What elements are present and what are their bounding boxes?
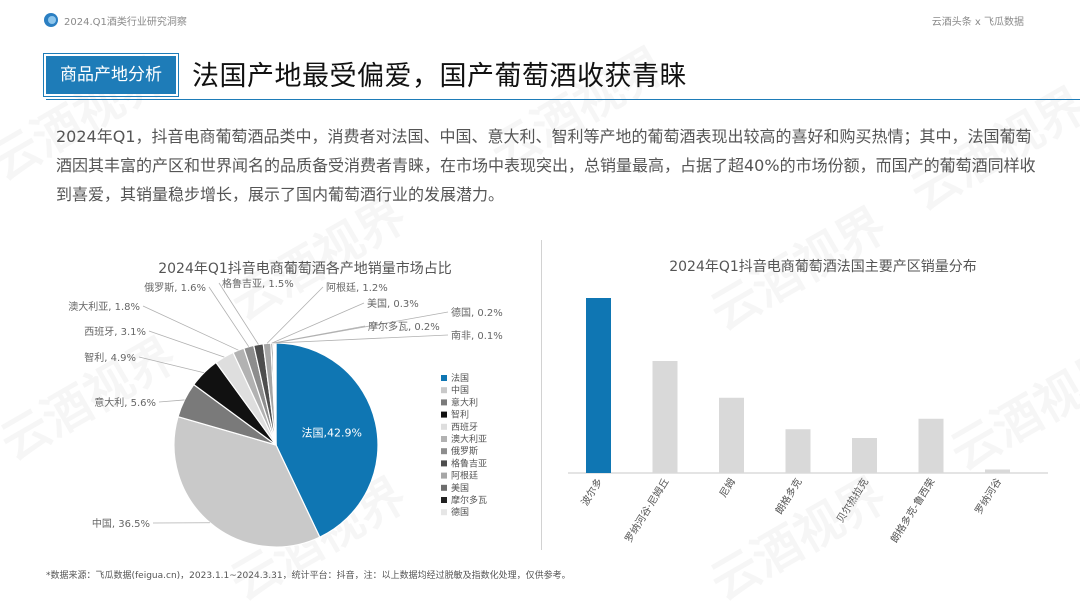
bar-category-label: 波尔多 bbox=[578, 476, 605, 508]
legend-label: 摩尔多瓦 bbox=[451, 494, 487, 506]
legend-swatch bbox=[441, 387, 447, 394]
legend-swatch bbox=[441, 436, 447, 442]
pie-data-label: 澳大利亚, 1.8% bbox=[68, 300, 140, 313]
bar-chart-title: 2024年Q1抖音电商葡萄酒法国主要产区销量分布 bbox=[669, 258, 977, 275]
pie-data-label: 阿根廷, 1.2% bbox=[326, 281, 388, 294]
pie-data-label: 意大利, 5.6% bbox=[94, 396, 156, 409]
pie-data-label: 法国,42.9% bbox=[301, 425, 361, 439]
section-tag: 商品产地分析 bbox=[43, 53, 179, 97]
pie-data-label: 美国, 0.3% bbox=[367, 297, 419, 310]
pie-leader-line bbox=[274, 311, 449, 344]
legend-label: 澳大利亚 bbox=[451, 433, 487, 445]
pie-leader-line bbox=[275, 334, 449, 344]
legend-swatch bbox=[441, 375, 447, 381]
pie-leader-line bbox=[271, 302, 365, 344]
legend-label: 德国 bbox=[451, 506, 469, 518]
pie-leader-line bbox=[266, 286, 324, 344]
top-bar: 2024.Q1酒类行业研究洞察 云酒头条 x 飞瓜数据 bbox=[0, 0, 1080, 38]
bar-category-label: 贝尔热拉克 bbox=[834, 476, 872, 525]
pie-data-label: 南非, 0.1% bbox=[451, 329, 503, 342]
title-divider bbox=[46, 99, 1080, 100]
bar-朗格多克-鲁西荣 bbox=[918, 418, 944, 473]
bar-波尔多 bbox=[586, 298, 611, 473]
legend-swatch bbox=[441, 484, 447, 491]
pie-data-label: 中国, 36.5% bbox=[92, 517, 150, 530]
page-title: 法国产地最受偏爱，国产葡萄酒收获青睐 bbox=[192, 61, 687, 92]
brand-logo-icon bbox=[44, 13, 58, 27]
pie-slice-法国 bbox=[275, 342, 379, 538]
legend-label: 阿根廷 bbox=[451, 470, 478, 482]
pie-leader-line bbox=[138, 356, 205, 374]
partner-text: 云酒头条 x 飞瓜数据 bbox=[931, 17, 1024, 28]
legend-label: 美国 bbox=[451, 482, 469, 494]
legend-label: 智利 bbox=[451, 409, 469, 421]
pie-data-label: 智利, 4.9% bbox=[84, 351, 136, 364]
legend-swatch bbox=[441, 472, 447, 479]
pie-leader-line bbox=[158, 399, 185, 403]
pie-chart: 2024年Q1抖音电商葡萄酒各产地销量市场占比 法国,42.9% 中国, 36.5… bbox=[68, 260, 503, 548]
pie-leader-line bbox=[142, 305, 239, 351]
bar-category-label: 朗格多克 bbox=[772, 476, 804, 517]
pie-leader-line bbox=[218, 282, 259, 345]
legend-swatch bbox=[441, 448, 447, 455]
bar-朗格多克 bbox=[785, 429, 811, 473]
bar-罗纳河谷 bbox=[985, 469, 1010, 473]
bar-罗纳河谷·尼姆丘 bbox=[652, 361, 678, 473]
legend-label: 意大利 bbox=[451, 396, 478, 408]
pie-data-label: 德国, 0.2% bbox=[451, 306, 503, 319]
footnote: *数据来源：飞瓜数据(feigua.cn)，2023.1.1~2024.3.31… bbox=[46, 571, 571, 581]
pie-slice-南非 bbox=[274, 342, 277, 446]
bar-category-label: 朗格多克-鲁西荣 bbox=[888, 476, 938, 545]
bar-category-label: 罗纳河谷 bbox=[972, 476, 1004, 517]
intro-paragraph: 2024年Q1，抖音电商葡萄酒品类中，消费者对法国、中国、意大利、智利等产地的葡… bbox=[56, 127, 1036, 204]
bar-category-label: 尼姆 bbox=[716, 476, 738, 500]
pie-chart-title: 2024年Q1抖音电商葡萄酒各产地销量市场占比 bbox=[158, 260, 452, 277]
charts-divider bbox=[541, 240, 542, 550]
legend-label: 俄罗斯 bbox=[451, 445, 478, 457]
pie-data-label: 摩尔多瓦, 0.2% bbox=[368, 320, 440, 333]
legend-swatch bbox=[441, 460, 447, 467]
legend-swatch bbox=[441, 497, 447, 503]
legend-swatch bbox=[441, 411, 447, 418]
pie-data-label: 俄罗斯, 1.6% bbox=[144, 281, 206, 294]
pie-leader-line bbox=[208, 286, 250, 347]
bar-尼姆 bbox=[719, 397, 744, 473]
legend-label: 法国 bbox=[451, 372, 469, 384]
pie-data-label: 格鲁吉亚, 1.5% bbox=[222, 277, 294, 290]
pie-data-label: 西班牙, 3.1% bbox=[84, 326, 146, 338]
legend-swatch bbox=[441, 399, 447, 406]
bar-chart: 2024年Q1抖音电商葡萄酒法国主要产区销量分布 波尔多 罗纳河谷·尼姆丘 尼姆 朗格… bbox=[568, 258, 1048, 545]
report-name: 2024.Q1酒类行业研究洞察 bbox=[64, 17, 187, 28]
legend-swatch bbox=[441, 423, 447, 430]
bar-贝尔热拉克 bbox=[852, 438, 877, 473]
legend-label: 格鲁吉亚 bbox=[451, 457, 487, 469]
legend-swatch bbox=[441, 509, 447, 516]
legend-label: 西班牙 bbox=[451, 421, 478, 433]
legend-label: 中国 bbox=[451, 384, 469, 396]
bar-category-label: 罗纳河谷·尼姆丘 bbox=[622, 476, 672, 545]
pie-leader-line bbox=[148, 330, 225, 358]
